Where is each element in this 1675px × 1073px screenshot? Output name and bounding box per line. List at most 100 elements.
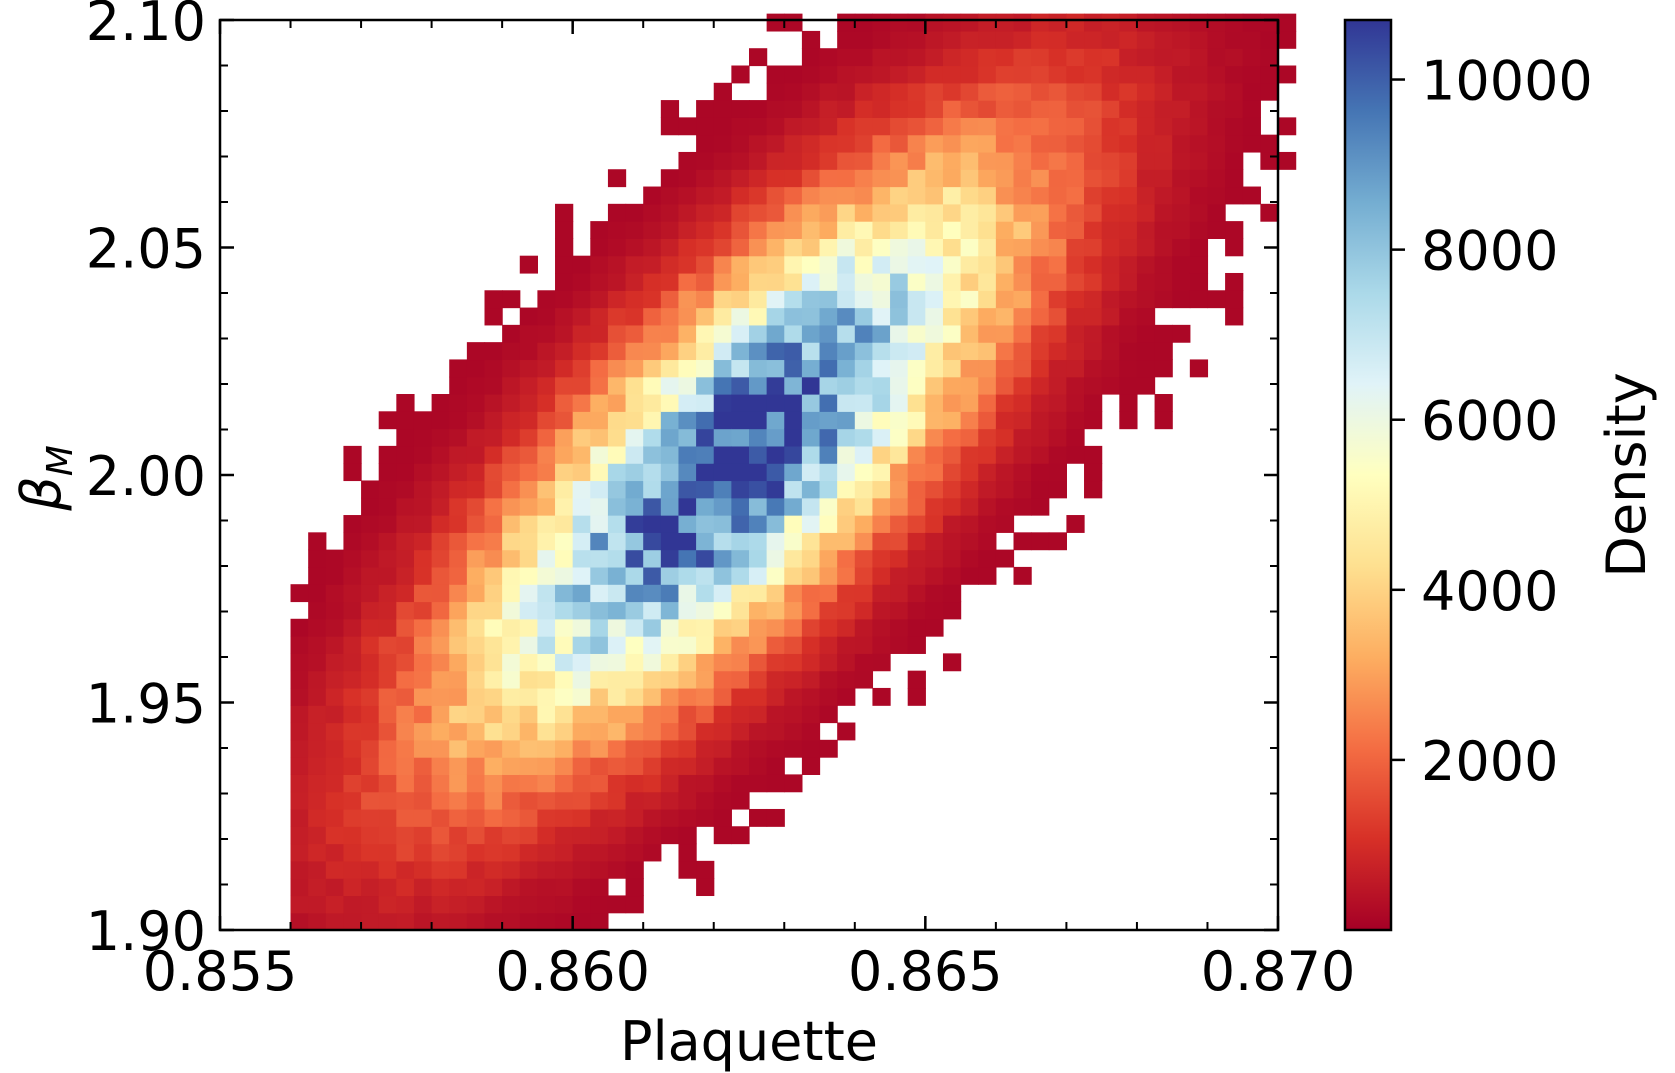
heatmap-cell xyxy=(643,342,662,361)
heatmap-cell xyxy=(713,722,732,741)
heatmap-cell xyxy=(1048,134,1067,153)
heatmap-cell xyxy=(696,307,715,326)
heatmap-cell xyxy=(713,653,732,672)
heatmap-cell xyxy=(361,515,380,533)
heatmap-cell xyxy=(396,497,415,516)
heatmap-cell xyxy=(484,566,503,585)
heatmap-cell xyxy=(519,739,538,758)
heatmap-cell xyxy=(1066,515,1085,533)
heatmap-cell xyxy=(1172,290,1191,309)
heatmap-cell xyxy=(466,359,486,378)
heatmap-cell xyxy=(396,739,415,758)
heatmap-cell xyxy=(854,30,874,49)
heatmap-cell xyxy=(678,272,697,291)
heatmap-cell xyxy=(643,290,662,309)
heatmap-cell xyxy=(361,601,380,620)
heatmap-cell xyxy=(290,739,309,758)
heatmap-cell xyxy=(978,272,997,291)
heatmap-cell xyxy=(696,584,715,603)
heatmap-cell xyxy=(890,100,909,118)
heatmap-cell xyxy=(696,169,715,188)
heatmap-cell xyxy=(819,480,838,499)
heatmap-cell xyxy=(660,411,680,430)
heatmap-cell xyxy=(484,653,503,672)
heatmap-cell xyxy=(713,428,732,447)
heatmap-cell xyxy=(696,151,715,170)
heatmap-cell xyxy=(925,255,944,274)
heatmap-cell xyxy=(625,757,644,775)
heatmap-cell xyxy=(660,808,680,827)
heatmap-cell xyxy=(1066,134,1085,153)
heatmap-cell xyxy=(643,203,662,222)
heatmap-cell xyxy=(1101,13,1120,32)
heatmap-cell xyxy=(854,255,874,274)
heatmap-cell xyxy=(484,497,503,516)
heatmap-cell xyxy=(502,912,521,931)
heatmap-cell xyxy=(519,826,538,845)
y-tick-label: 1.90 xyxy=(86,900,206,963)
heatmap-cell xyxy=(1066,394,1085,412)
heatmap-cell xyxy=(678,359,697,378)
heatmap-cell xyxy=(484,705,503,724)
heatmap-cell xyxy=(960,324,979,343)
heatmap-cell xyxy=(484,463,503,482)
heatmap-cell xyxy=(484,532,503,551)
heatmap-cell xyxy=(625,618,644,637)
heatmap-cell xyxy=(555,566,574,585)
heatmap-cell xyxy=(872,566,891,585)
heatmap-cell xyxy=(308,653,327,672)
heatmap-cell xyxy=(1013,30,1032,49)
heatmap-cell xyxy=(1101,100,1120,118)
heatmap-cell xyxy=(837,290,856,309)
heatmap-cell xyxy=(361,532,380,551)
heatmap-cell xyxy=(607,532,627,551)
heatmap-cell xyxy=(678,238,697,257)
heatmap-cell xyxy=(784,653,803,672)
heatmap-cell xyxy=(1136,221,1156,239)
heatmap-cell xyxy=(1048,169,1067,188)
heatmap-cell xyxy=(1031,100,1050,118)
heatmap-cell xyxy=(837,497,856,516)
heatmap-cell xyxy=(607,376,627,395)
heatmap-cell xyxy=(625,324,644,343)
heatmap-cell xyxy=(1154,290,1173,309)
heatmap-cell xyxy=(1031,376,1050,395)
heatmap-cell xyxy=(378,480,397,499)
heatmap-cell xyxy=(484,826,503,845)
heatmap-cell xyxy=(854,584,874,603)
heatmap-cell xyxy=(925,13,944,32)
heatmap-cell xyxy=(537,463,556,482)
heatmap-cell xyxy=(801,376,821,395)
heatmap-cell xyxy=(431,618,450,637)
heatmap-cell xyxy=(590,497,609,516)
heatmap-cell xyxy=(801,532,821,551)
heatmap-cell xyxy=(1084,117,1103,136)
heatmap-cell xyxy=(713,186,732,205)
heatmap-cell xyxy=(572,515,591,533)
heatmap-cell xyxy=(484,722,503,741)
heatmap-cell xyxy=(978,428,997,447)
heatmap-cell xyxy=(872,411,891,430)
heatmap-cell xyxy=(749,100,768,118)
heatmap-cell xyxy=(449,359,468,378)
heatmap-cell xyxy=(590,584,609,603)
heatmap-cell xyxy=(1048,394,1067,412)
heatmap-cell xyxy=(784,618,803,637)
heatmap-cell xyxy=(502,826,521,845)
heatmap-cell xyxy=(766,376,785,395)
heatmap-cell xyxy=(396,895,415,914)
heatmap-cell xyxy=(449,860,468,879)
heatmap-cell xyxy=(537,549,556,568)
heatmap-cell xyxy=(978,445,997,464)
heatmap-cell xyxy=(819,636,838,654)
heatmap-cell xyxy=(1013,100,1032,118)
heatmap-cell xyxy=(361,670,380,689)
heatmap-cell xyxy=(1172,238,1191,257)
heatmap-cell xyxy=(519,722,538,741)
heatmap-cell xyxy=(749,394,768,412)
heatmap-cell xyxy=(572,826,591,845)
heatmap-cell xyxy=(801,272,821,291)
heatmap-cell xyxy=(749,739,768,758)
heatmap-cell xyxy=(837,65,856,84)
heatmap-cell xyxy=(890,134,909,153)
